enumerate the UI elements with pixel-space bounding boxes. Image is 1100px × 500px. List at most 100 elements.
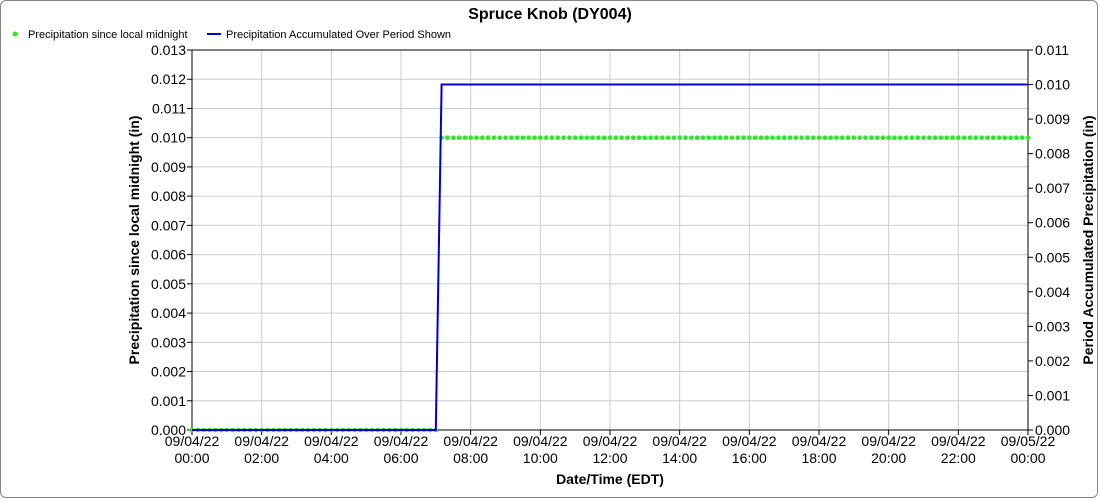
data-point: [996, 135, 1002, 140]
data-point: [874, 135, 880, 140]
x-tick-time-label: 10:00: [523, 450, 558, 466]
data-point: [915, 135, 920, 140]
y-tick-label: 0.001: [151, 393, 186, 409]
y2-tick-label: 0.004: [1035, 284, 1070, 300]
x-tick-date-label: 09/04/22: [931, 433, 986, 449]
data-point: [665, 135, 671, 140]
y2-tick-label: 0.001: [1035, 387, 1070, 403]
data-point: [520, 135, 526, 140]
data-point: [689, 135, 694, 140]
data-point: [613, 135, 619, 140]
data-point: [514, 135, 520, 140]
y-tick-label: 0.003: [151, 334, 186, 350]
x-tick-date-label: 09/04/22: [722, 433, 777, 449]
data-point: [526, 135, 531, 140]
x-tick-date-label: 09/04/22: [165, 433, 220, 449]
data-point: [979, 135, 984, 140]
x-tick-date-label: 09/04/22: [513, 433, 568, 449]
data-point: [863, 135, 868, 140]
data-point: [816, 135, 822, 140]
x-tick-time-label: 20:00: [871, 450, 906, 466]
y-axis-title: Precipitation since local midnight (in): [126, 116, 142, 365]
data-point: [677, 135, 682, 140]
x-tick-time-label: 16:00: [732, 450, 767, 466]
data-point: [660, 135, 665, 140]
data-point: [752, 135, 758, 140]
x-tick-date-label: 09/04/22: [792, 433, 847, 449]
grid: [191, 49, 1029, 431]
data-point: [572, 135, 578, 140]
x-tick-time-label: 22:00: [941, 450, 976, 466]
data-point: [468, 135, 474, 140]
data-point: [549, 135, 555, 140]
data-point: [503, 135, 508, 140]
data-point: [590, 135, 595, 140]
y-axis-left: 0.000 0.001 0.002 0.003 0.004 0.005 0.006 0.007…: [151, 42, 192, 438]
y2-tick-label: 0.011: [1035, 42, 1069, 58]
data-point: [445, 135, 450, 140]
data-point: [944, 135, 949, 140]
data-point: [950, 135, 955, 140]
y2-tick-label: 0.009: [1035, 111, 1070, 127]
data-point: [747, 135, 752, 140]
x-tick-time-label: 00:00: [1010, 450, 1045, 466]
data-point: [543, 135, 549, 140]
data-point: [758, 135, 764, 140]
series-period-accumulated-line: [192, 83, 1028, 431]
data-point: [735, 135, 740, 140]
data-point: [869, 135, 874, 140]
data-point: [462, 135, 468, 140]
y-tick-label: 0.006: [151, 247, 186, 263]
y-tick-label: 0.000: [151, 422, 186, 438]
data-point: [532, 135, 537, 140]
data-point: [839, 135, 845, 140]
x-axis: 09/04/2200:0009/04/2202:0009/04/2204:000…: [165, 430, 1055, 466]
data-point: [938, 135, 944, 140]
x-tick-date-label: 09/04/22: [652, 433, 707, 449]
data-point: [898, 135, 903, 140]
chart-title: Spruce Knob (DY004): [468, 6, 632, 23]
data-point: [538, 135, 543, 140]
legend-dot-marker: [12, 31, 18, 37]
data-point: [480, 135, 485, 140]
y-tick-label: 0.011: [152, 100, 186, 116]
data-point: [973, 135, 979, 140]
data-point: [1002, 135, 1008, 140]
data-point: [642, 135, 648, 140]
x-tick-date-label: 09/04/22: [861, 433, 916, 449]
data-point: [694, 135, 700, 140]
data-point: [619, 135, 624, 140]
data-point: [456, 135, 462, 140]
legend-label-period-accumulated: Precipitation Accumulated Over Period Sh…: [226, 29, 451, 41]
data-point: [1025, 135, 1031, 140]
y-tick-label: 0.004: [151, 305, 186, 321]
data-point: [805, 135, 810, 140]
data-point: [956, 135, 961, 140]
data-point: [625, 135, 630, 140]
data-point: [822, 135, 828, 140]
data-point: [834, 135, 839, 140]
data-point: [810, 135, 816, 140]
data-point: [712, 135, 717, 140]
y-tick-label: 0.013: [151, 42, 186, 58]
x-tick-date-label: 09/04/22: [443, 433, 498, 449]
x-tick-time-label: 02:00: [244, 450, 279, 466]
data-point: [578, 135, 584, 140]
legend-label-precip-since-midnight: Precipitation since local midnight: [28, 29, 188, 41]
y-axis-right: 0.000 0.001 0.002 0.003 0.004 0.005 0.006 0.007…: [1028, 42, 1070, 438]
data-point: [584, 135, 590, 140]
x-tick-date-label: 09/04/22: [234, 433, 289, 449]
y2-tick-label: 0.006: [1035, 215, 1070, 231]
data-point: [509, 135, 514, 140]
x-tick-date-label: 09/04/22: [304, 433, 359, 449]
y2-tick-label: 0.003: [1035, 318, 1070, 334]
data-point: [985, 135, 990, 140]
x-tick-time-label: 14:00: [662, 450, 697, 466]
data-point: [654, 135, 659, 140]
data-point: [671, 135, 677, 140]
data-point: [793, 135, 799, 140]
y2-tick-label: 0.010: [1035, 77, 1070, 93]
data-point: [886, 135, 891, 140]
y-tick-label: 0.012: [151, 71, 186, 87]
